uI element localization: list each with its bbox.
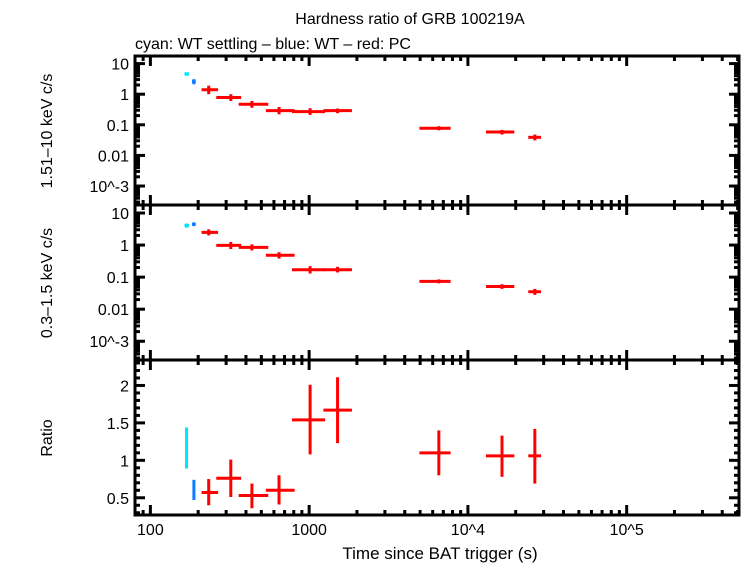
x-tick-label: 10^4	[451, 522, 485, 539]
data-point-wt	[192, 79, 196, 85]
y-tick-label: 0.01	[98, 148, 129, 165]
y-tick-label: 10	[111, 57, 129, 74]
y-tick-label: 2	[120, 378, 129, 395]
data-point-pc	[419, 126, 451, 131]
data-point-pc	[323, 266, 352, 273]
data-point-pc	[238, 100, 269, 108]
data-point-wt-settling	[184, 72, 189, 76]
data-point-pc	[528, 288, 542, 295]
panel-1-y-label: 1.51–10 keV c/s	[39, 74, 56, 189]
y-tick-label: 0.5	[107, 491, 129, 508]
plot-area: 10 1 0.1 0.01 10^-3 10 1 0.1 0.01 10^-3 2 1.5 1 0.5 10…	[89, 54, 741, 539]
data-point-pc	[528, 428, 542, 484]
data-point-pc	[216, 459, 242, 498]
data-point-pc	[216, 241, 242, 250]
panel-1	[133, 54, 741, 207]
data-point-wt-settling	[184, 223, 189, 228]
data-point-pc	[238, 483, 269, 509]
x-tick-label: 1000	[291, 522, 327, 539]
panel-2-y-label: 0.3–1.5 keV c/s	[39, 228, 56, 338]
y-tick-label: 10^-3	[89, 334, 129, 351]
y-tick-label: 10^-3	[89, 179, 129, 196]
data-point-pc	[292, 266, 326, 274]
data-point-pc	[323, 108, 352, 114]
data-point-pc	[528, 134, 542, 141]
x-axis-label: Time since BAT trigger (s)	[342, 544, 537, 563]
y-tick-label: 1	[120, 87, 129, 104]
data-point-pc	[201, 229, 219, 236]
data-point-pc	[419, 430, 451, 476]
chart-title: Hardness ratio of GRB 100219A	[295, 11, 525, 28]
data-point-pc	[265, 475, 295, 505]
data-point-pc	[485, 284, 515, 289]
data-point-pc	[201, 85, 219, 95]
data-point-wt-settling	[185, 427, 189, 469]
data-point-pc	[485, 435, 515, 477]
panel-3	[133, 358, 741, 517]
data-point-pc	[419, 279, 451, 284]
data-point-pc	[265, 252, 295, 259]
data-point-pc	[323, 377, 352, 444]
y-tick-label: 0.01	[98, 302, 129, 319]
panel-frame	[133, 358, 741, 517]
data-point-pc	[485, 129, 515, 135]
y-tick-label: 0.1	[107, 118, 129, 135]
y-tick-label: 1.5	[107, 416, 129, 433]
y-tick-label: 1	[120, 453, 129, 470]
data-point-pc	[265, 107, 295, 115]
data-point-pc	[238, 244, 269, 251]
y-tick-label: 10	[111, 206, 129, 223]
x-tick-label: 10^5	[610, 522, 644, 539]
panel-3-y-label: Ratio	[39, 419, 56, 456]
y-tick-label: 1	[120, 238, 129, 255]
x-tick-label: 100	[137, 522, 164, 539]
data-point-pc	[201, 479, 219, 506]
panel-frame	[133, 54, 741, 207]
chart-subtitle: cyan: WT settling – blue: WT – red: PC	[135, 36, 411, 53]
panel-2	[133, 203, 741, 362]
data-point-wt	[192, 479, 196, 501]
data-point-pc	[216, 94, 242, 101]
data-point-wt	[192, 222, 196, 227]
data-point-pc	[292, 384, 326, 455]
y-tick-label: 0.1	[107, 270, 129, 287]
data-point-pc	[292, 108, 326, 115]
